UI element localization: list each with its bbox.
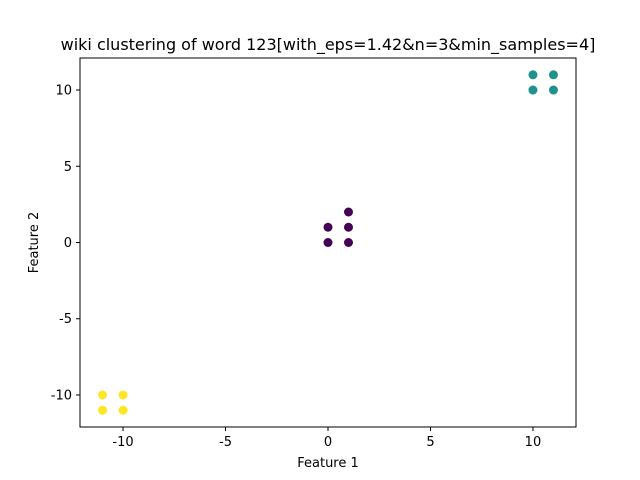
data-point (323, 222, 333, 232)
y-tick-label: 10 (55, 84, 72, 99)
y-tick-label: -5 (59, 312, 72, 327)
data-point (343, 238, 353, 247)
x-tick-label: 0 (324, 435, 332, 450)
y-axis: -10 -5 0 5 10 (51, 84, 80, 403)
data-point (343, 207, 353, 217)
y-tick-label: -10 (51, 388, 72, 403)
data-point (528, 70, 538, 80)
y-tick-label: 0 (64, 236, 72, 251)
data-point (548, 70, 558, 80)
y-tick-label: 5 (64, 160, 72, 175)
chart-title: wiki clustering of word 123[with_eps=1.4… (61, 35, 596, 55)
data-point (98, 405, 108, 415)
data-point (118, 405, 128, 415)
x-tick-label: -5 (219, 435, 232, 450)
x-axis: -10 -5 0 5 10 (112, 427, 541, 450)
y-axis-label: Feature 2 (27, 212, 42, 274)
x-tick-label: -10 (112, 435, 133, 450)
data-point (343, 222, 353, 232)
x-axis-label: Feature 1 (297, 456, 359, 471)
data-point (528, 85, 538, 95)
x-tick-label: 10 (525, 435, 542, 450)
data-point (118, 390, 128, 400)
data-point (98, 390, 108, 400)
data-point (323, 238, 333, 247)
data-points (98, 70, 558, 415)
x-tick-label: 5 (426, 435, 434, 450)
data-point (548, 85, 558, 95)
